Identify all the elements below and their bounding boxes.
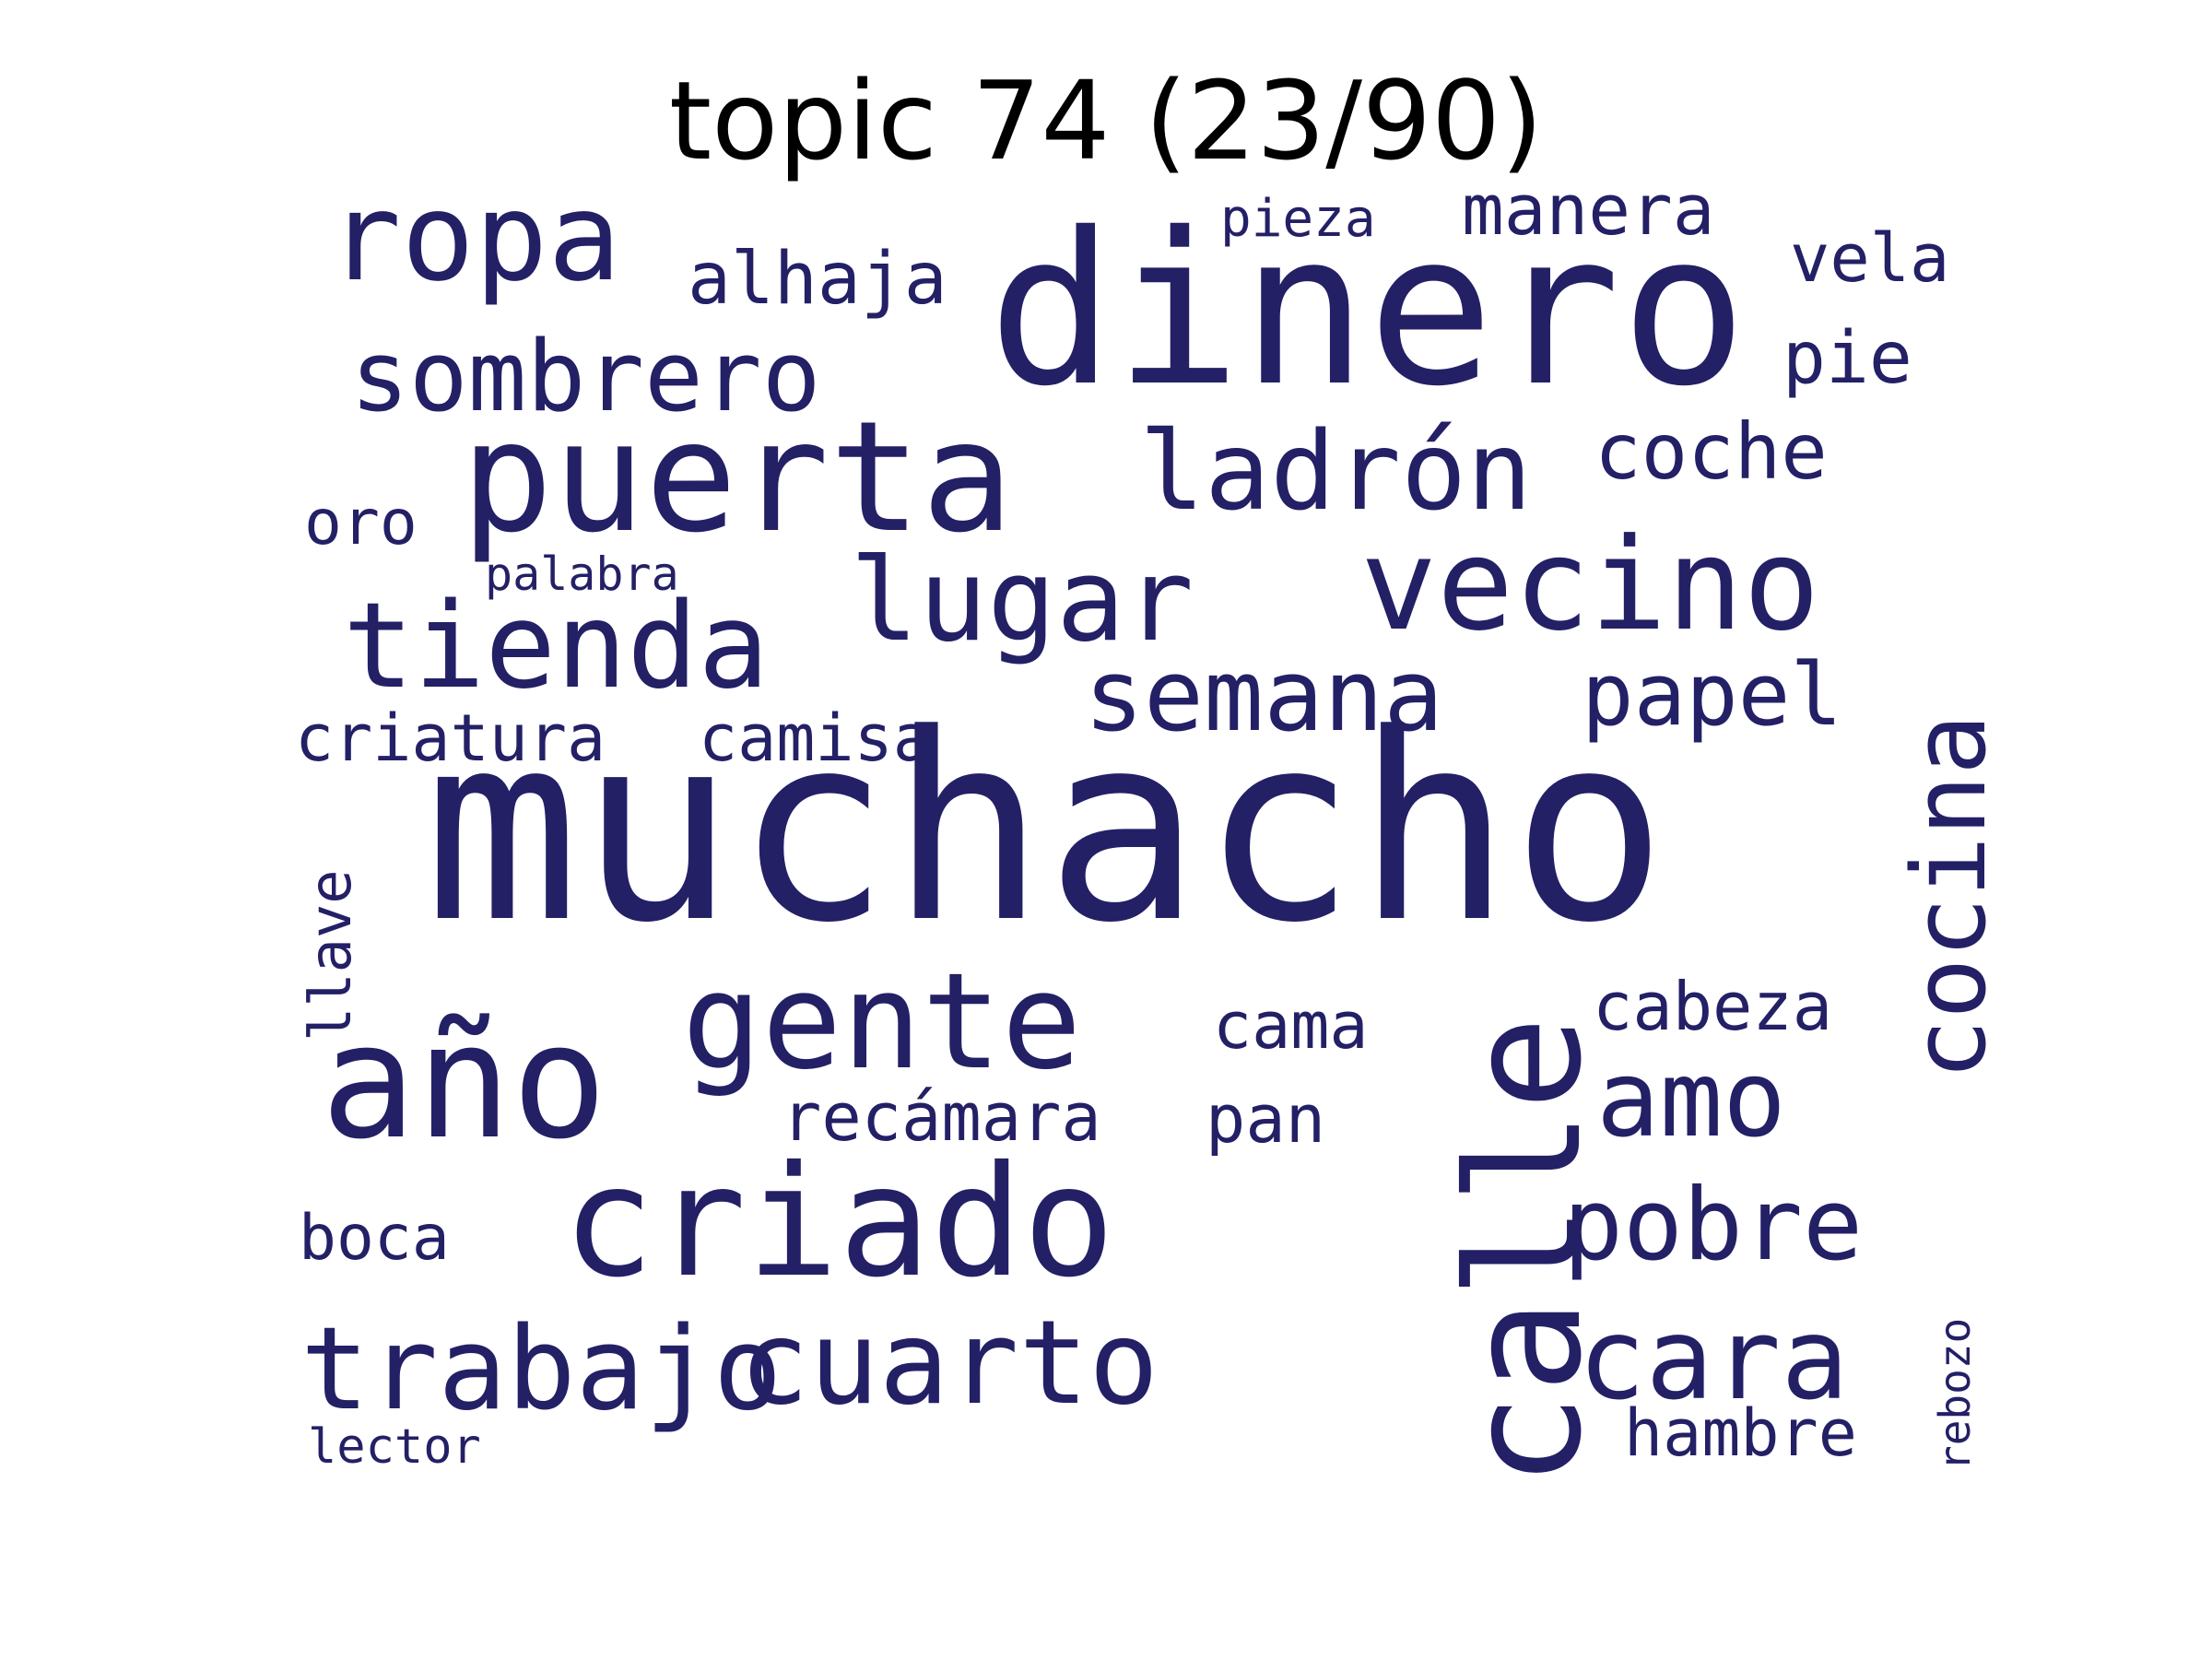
word-lector: lector: [308, 1423, 481, 1471]
word-manera: manera: [1462, 175, 1715, 245]
word-pan: pan: [1206, 1086, 1325, 1152]
word-pieza: pieza: [1220, 194, 1376, 245]
word-semana: semana: [1084, 647, 1443, 747]
word-muchacho: muchacho: [424, 700, 1667, 959]
word-camisa: camisa: [699, 706, 932, 771]
word-coche: coche: [1594, 413, 1828, 490]
word-cabeza: cabeza: [1593, 973, 1832, 1040]
word-hambre: hambre: [1624, 1401, 1857, 1465]
word-boca: boca: [299, 1207, 450, 1270]
word-palabra: palabra: [485, 551, 679, 597]
word-trabajo: trabajo: [300, 1312, 782, 1427]
word-llave: llave: [302, 869, 359, 1041]
word-recámara: recámara: [782, 1084, 1101, 1150]
word-criado: criado: [562, 1147, 1115, 1300]
word-vela: vela: [1790, 225, 1949, 291]
word-amo: amo: [1596, 1047, 1786, 1152]
word-cocina: cocina: [1899, 714, 2000, 1080]
word-cama: cama: [1213, 994, 1369, 1058]
word-ropa: ropa: [328, 177, 621, 299]
word-gente: gente: [682, 955, 1081, 1088]
word-sombrero: sombrero: [350, 328, 821, 426]
word-cuarto: cuarto: [739, 1305, 1159, 1421]
word-papel: papel: [1582, 653, 1842, 739]
word-rebozo: rebozo: [1934, 1318, 1976, 1471]
word-oro: oro: [304, 492, 418, 555]
word-pie: pie: [1783, 323, 1912, 394]
word-ladrón: ladrón: [1139, 417, 1532, 525]
word-criatura: criatura: [295, 706, 606, 771]
word-alhaja: alhaja: [688, 243, 947, 315]
word-vecino: vecino: [1360, 522, 1820, 649]
word-pobre: pobre: [1563, 1176, 1863, 1276]
word-tienda: tienda: [343, 588, 769, 706]
